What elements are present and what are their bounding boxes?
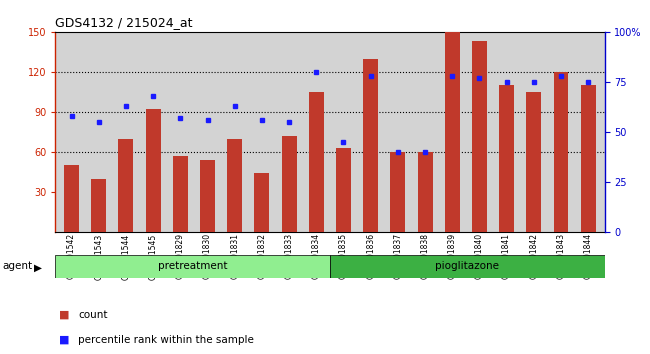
Bar: [254, 173, 269, 232]
Text: ■: ■: [58, 335, 69, 345]
Bar: [526, 92, 541, 232]
Bar: [64, 165, 79, 232]
Bar: [118, 138, 133, 232]
Text: count: count: [78, 310, 107, 320]
Bar: [227, 138, 242, 232]
Text: ▶: ▶: [34, 262, 42, 272]
Bar: [554, 72, 569, 232]
Text: GDS4132 / 215024_at: GDS4132 / 215024_at: [55, 16, 193, 29]
Bar: [445, 32, 460, 232]
Bar: [55, 255, 330, 278]
Bar: [281, 136, 296, 232]
Bar: [499, 85, 514, 232]
Text: pretreatment: pretreatment: [158, 261, 227, 272]
Bar: [309, 92, 324, 232]
Bar: [417, 152, 432, 232]
Bar: [391, 152, 406, 232]
Bar: [472, 41, 487, 232]
Bar: [363, 58, 378, 232]
Text: agent: agent: [3, 261, 32, 271]
Bar: [200, 160, 215, 232]
Bar: [91, 178, 106, 232]
Text: percentile rank within the sample: percentile rank within the sample: [78, 335, 254, 345]
Bar: [330, 255, 604, 278]
Bar: [580, 85, 595, 232]
Bar: [173, 156, 188, 232]
Bar: [146, 109, 161, 232]
Text: pioglitazone: pioglitazone: [436, 261, 499, 272]
Text: ■: ■: [58, 310, 69, 320]
Bar: [336, 148, 351, 232]
